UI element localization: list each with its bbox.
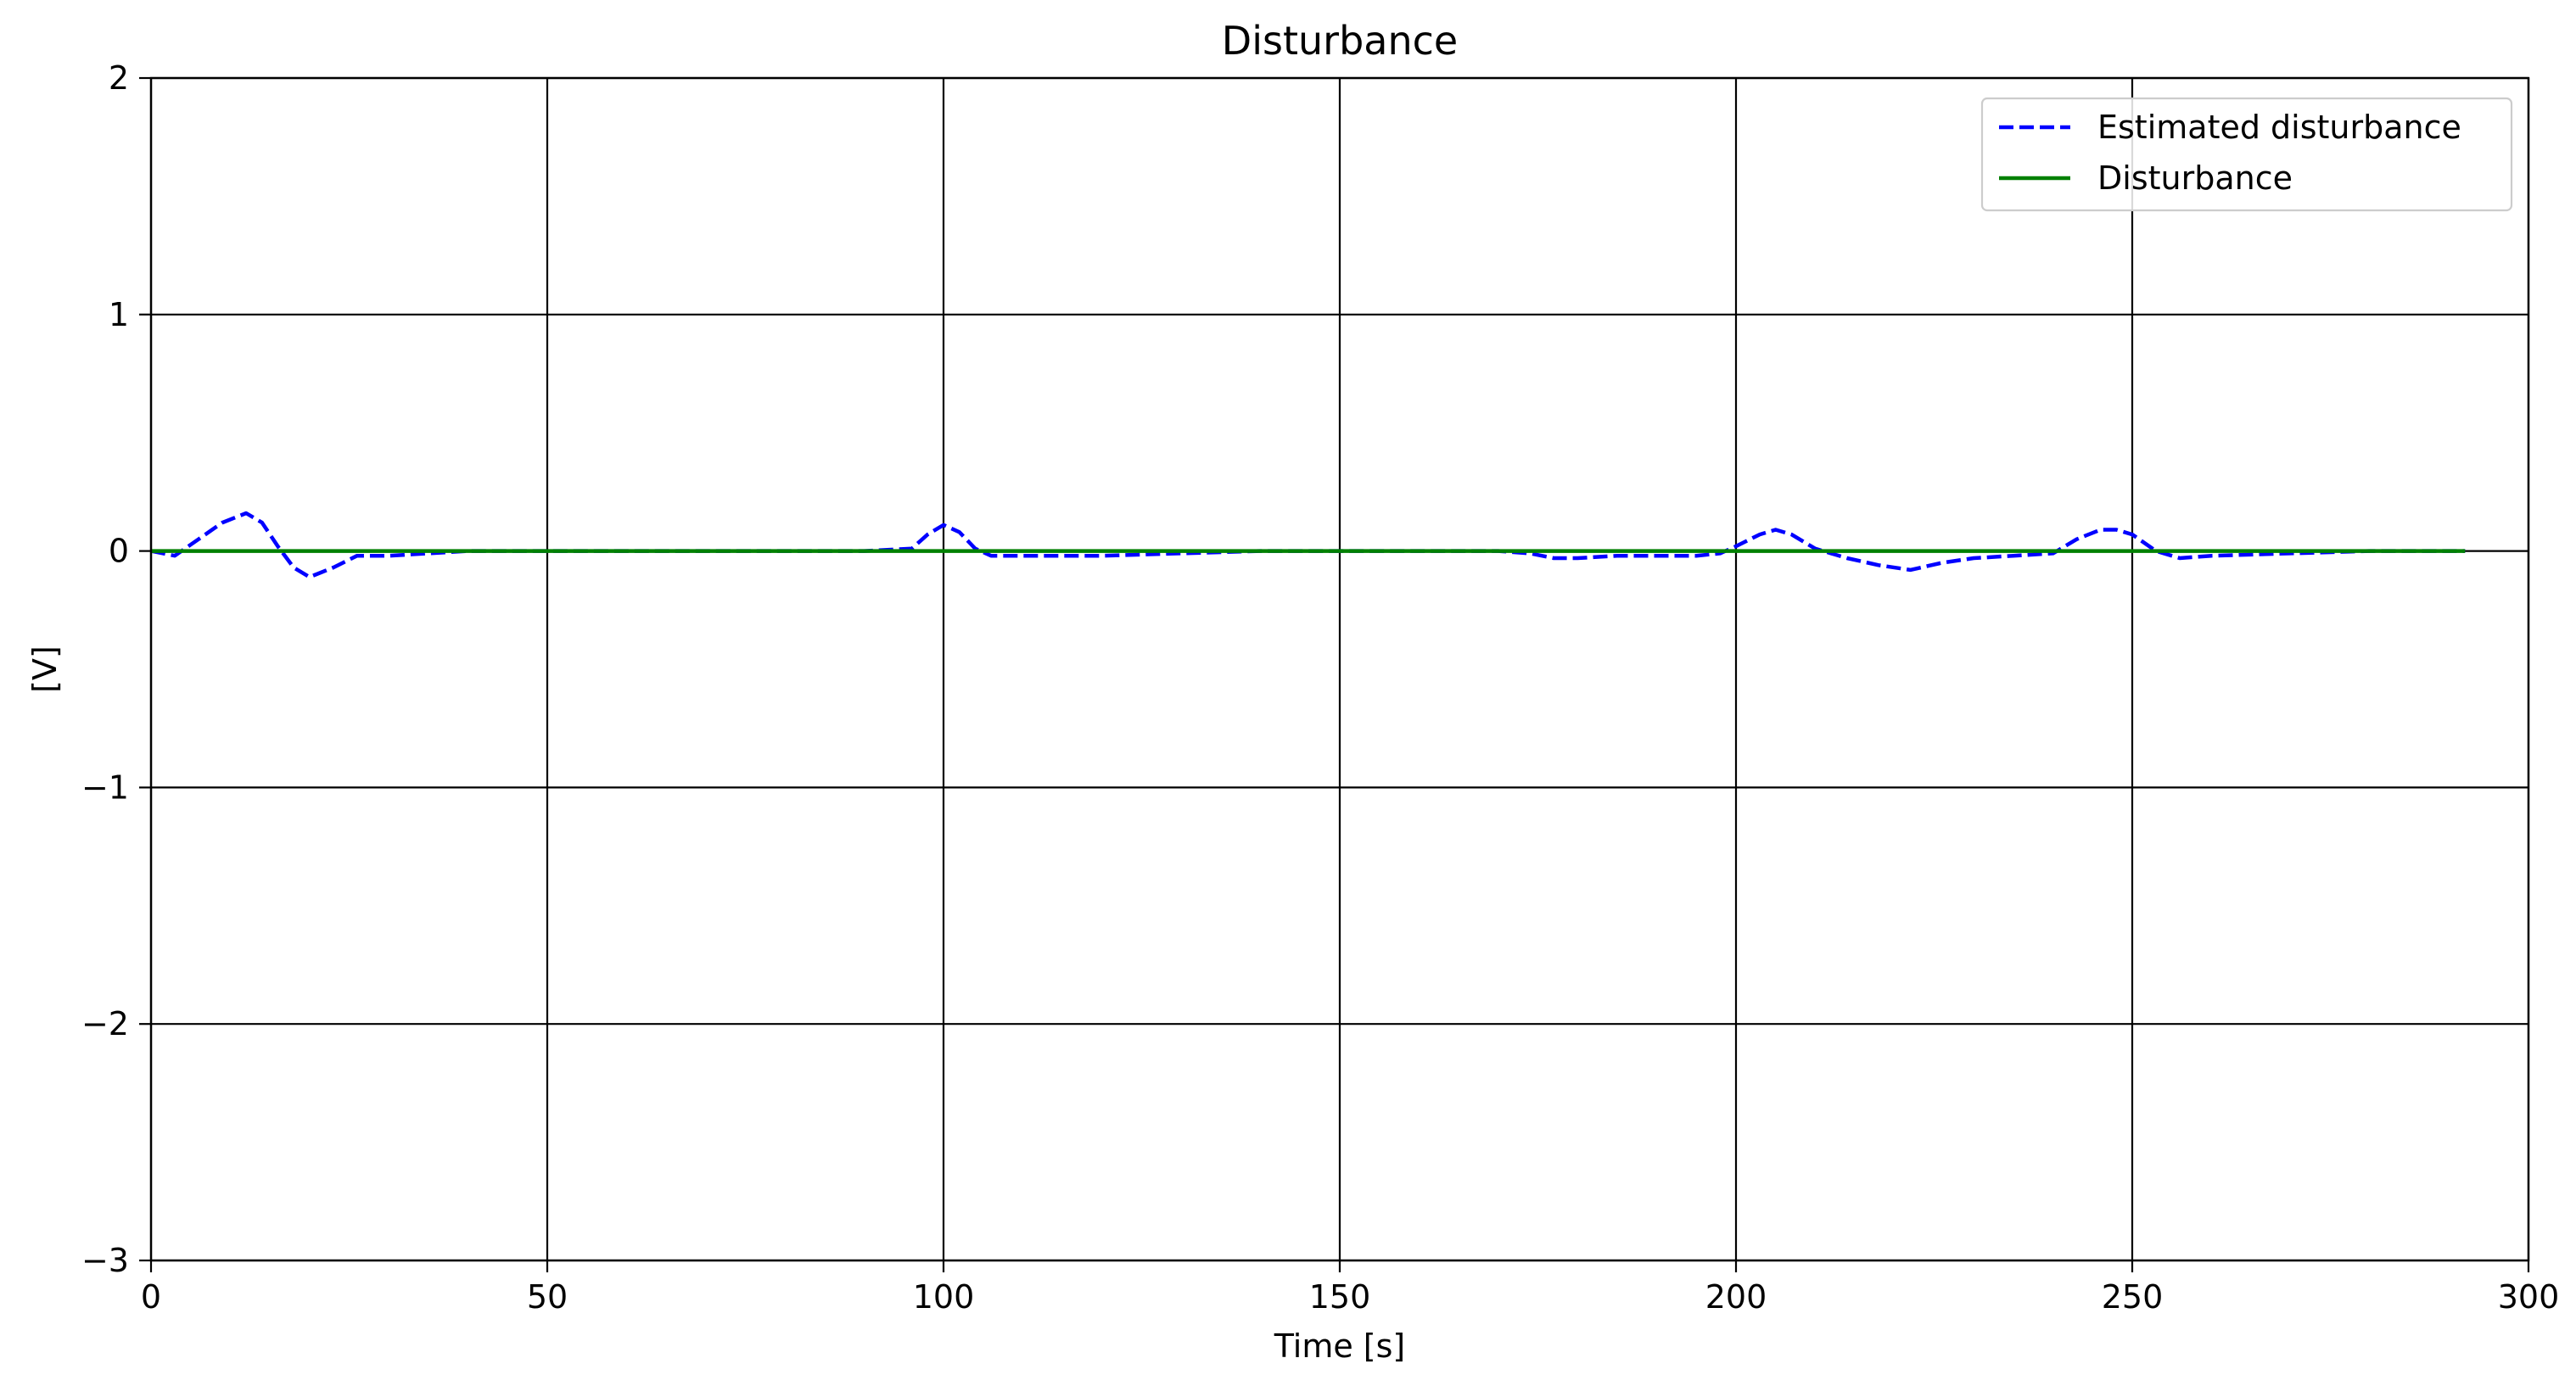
x-tick-label-0: 0 (141, 1278, 161, 1316)
x-tick-label-1: 50 (527, 1278, 568, 1316)
y-tick-label-1: 1 (109, 296, 129, 333)
x-axis-label: Time [s] (1274, 1327, 1406, 1365)
x-tick-label-4: 200 (1705, 1278, 1767, 1316)
x-tick-label-2: 100 (913, 1278, 975, 1316)
legend-label-1: Disturbance (2097, 159, 2293, 197)
y-tick-label-4: −2 (81, 1005, 129, 1042)
y-tick-label-2: 0 (109, 533, 129, 570)
x-tick-label-6: 300 (2498, 1278, 2560, 1316)
series-line-0 (150, 511, 2466, 579)
y-tick-label-3: −1 (81, 768, 129, 806)
legend-label-0: Estimated disturbance (2097, 109, 2461, 146)
y-tick-label-0: 2 (109, 59, 129, 97)
legend-box (1980, 97, 2513, 212)
chart-title: Disturbance (1222, 18, 1458, 64)
x-tick-label-5: 250 (2102, 1278, 2164, 1316)
x-tick-label-3: 150 (1309, 1278, 1371, 1316)
y-axis-label: [V] (26, 645, 64, 693)
y-tick-label-5: −3 (81, 1242, 129, 1279)
